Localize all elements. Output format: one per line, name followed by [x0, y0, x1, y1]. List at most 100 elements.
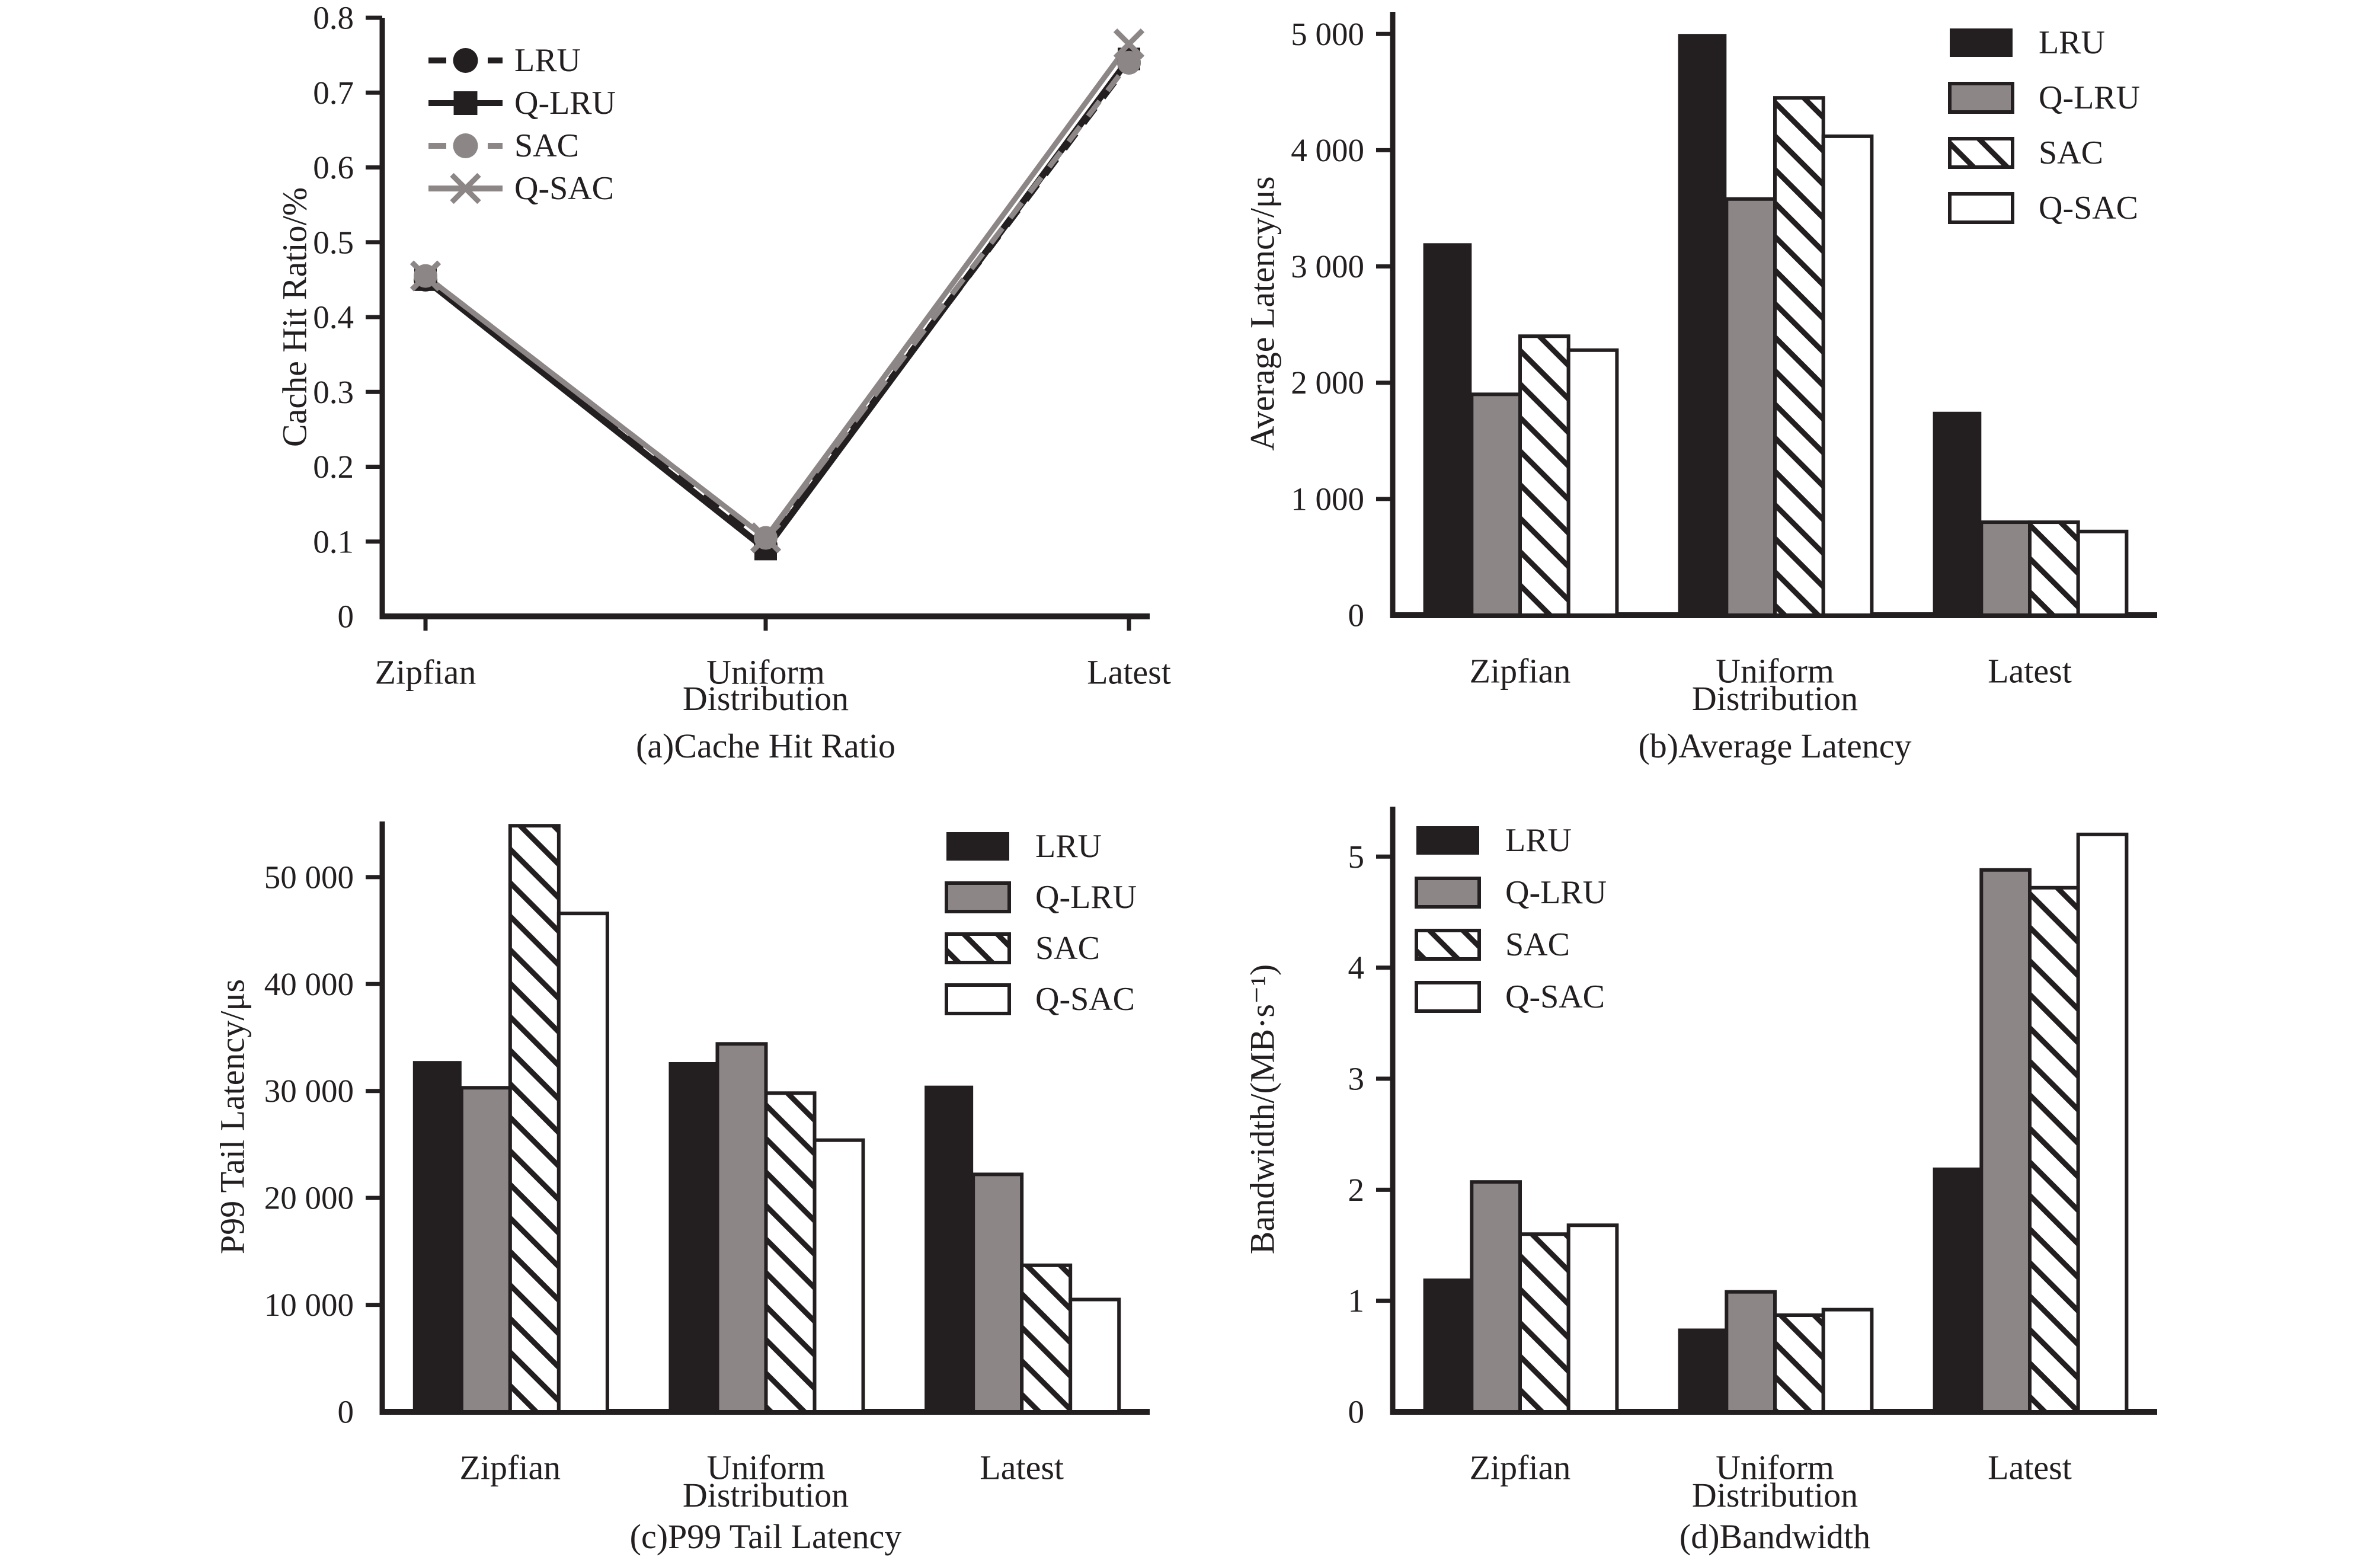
marker-Q-SAC-Zipfian	[410, 260, 442, 292]
legend-label-Q-SAC: Q-SAC	[2039, 190, 2138, 226]
caption-panel-d: (d)Bandwidth	[1679, 1517, 1871, 1556]
y-tick-label: 30 000	[264, 1073, 354, 1109]
bar-Q-SAC-Uniform	[812, 1138, 865, 1414]
xlabel-panel-c: Distribution	[682, 1476, 849, 1514]
bar-Q-LRU-Uniform	[715, 1042, 768, 1414]
bar-Q-LRU-Latest	[971, 1172, 1024, 1414]
bar-Q-SAC-Latest	[1069, 1297, 1121, 1414]
y-tick-label: 0	[1348, 597, 1365, 634]
legend-swatch-SAC	[1948, 137, 2014, 169]
category-label: Latest	[1988, 652, 2072, 690]
bar-SAC-Latest	[2028, 520, 2080, 617]
category-label: Uniform	[1716, 1449, 1834, 1487]
legend-swatch-Q-SAC	[1948, 192, 2014, 224]
legend-swatch-SAC	[1415, 929, 1481, 961]
y-tick-label: 4	[1348, 949, 1365, 986]
y-tick-label: 2	[1348, 1172, 1365, 1208]
xlabel-panel-a: Distribution	[682, 679, 849, 718]
bar-Q-LRU-Uniform	[1725, 1290, 1777, 1414]
bar-SAC-Latest	[2028, 885, 2080, 1414]
category-label: Latest	[980, 1449, 1064, 1487]
y-tick-label: 0.5	[313, 224, 354, 260]
legend-swatch-Q-LRU	[1415, 877, 1481, 909]
y-tick-label: 5 000	[1291, 16, 1364, 52]
bar-LRU-Zipfian	[1423, 243, 1472, 615]
bar-SAC-Zipfian	[1518, 1232, 1570, 1414]
category-label: Latest	[1988, 1449, 2072, 1487]
marker-Q-SAC-Uniform	[750, 522, 782, 554]
legend-label-Q-SAC: Q-SAC	[1505, 979, 1605, 1015]
y-tick-label: 3 000	[1291, 248, 1364, 284]
y-tick-label: 0	[338, 1394, 354, 1430]
panel-a: 0 0.1 0.2 0.3 0.4 0.5 0.6 0.7 0.8 Zipfian Uniform L…	[276, 0, 1171, 692]
bar-LRU-Zipfian	[412, 1061, 462, 1412]
caption-panel-b: (b)Average Latency	[1638, 727, 1912, 765]
y-tick-label: 5	[1348, 839, 1365, 875]
panel-b: 0 1 000 2 000 3 000 4 000 5 000 Zipfian Uniform…	[1243, 12, 2157, 690]
category-label: Uniform	[707, 1449, 826, 1487]
y-tick-label: 0.3	[313, 374, 354, 410]
bar-Q-SAC-Latest	[2076, 832, 2129, 1414]
y-tick-label: 0	[338, 599, 354, 635]
category-label: Latest	[1087, 653, 1171, 692]
legend-label-SAC: SAC	[1505, 926, 1570, 963]
bar-LRU-Uniform	[668, 1062, 718, 1412]
y-tick-label: 50 000	[264, 859, 354, 895]
bar-SAC-Uniform	[1773, 96, 1825, 617]
legend-label-Q-LRU: Q-LRU	[514, 85, 616, 122]
y-axis-label-c: P99 Tail Latency/μs	[213, 979, 252, 1254]
legend-label-Q-LRU: Q-LRU	[2039, 79, 2140, 116]
legend-swatch-Q-LRU	[945, 881, 1011, 913]
bar-Q-SAC-Zipfian	[556, 912, 609, 1414]
y-tick-label: 0.1	[313, 523, 354, 560]
legend-label-Q-SAC: Q-SAC	[514, 170, 614, 207]
category-label: Zipfian	[375, 653, 476, 692]
bar-Q-LRU-Uniform	[1725, 197, 1777, 617]
y-tick-label: 4 000	[1291, 132, 1364, 168]
legend-label-Q-LRU: Q-LRU	[1035, 879, 1137, 916]
y-tick-label: 0	[1348, 1394, 1365, 1430]
bar-LRU-Zipfian	[1423, 1278, 1472, 1412]
caption-panel-a: (a)Cache Hit Ratio	[635, 727, 896, 765]
legend-label-SAC: SAC	[514, 127, 579, 164]
y-axis-label-a: Cache Hit Ratio/%	[276, 187, 314, 447]
legend-label-SAC: SAC	[2039, 135, 2103, 171]
legend-label-LRU: LRU	[1035, 828, 1102, 865]
bar-Q-SAC-Uniform	[1821, 134, 1874, 617]
panel-d: 0 1 2 3 4 5 Zipfian Uniform Latest Bandwidth/(MB·…	[1243, 807, 2157, 1487]
y-tick-label: 0.8	[313, 0, 354, 36]
legend-c: LRU Q-LRU SAC Q-SAC	[945, 828, 1137, 1018]
bar-Q-LRU-Zipfian	[459, 1086, 512, 1414]
legend-swatch-Q-SAC	[945, 983, 1011, 1015]
category-label: Zipfian	[459, 1449, 561, 1487]
bar-SAC-Zipfian	[1518, 334, 1570, 617]
legend-swatch-SAC	[945, 932, 1011, 964]
bar-LRU-Latest	[1933, 411, 1982, 615]
category-label: Zipfian	[1470, 652, 1571, 690]
legend-label-Q-SAC: Q-SAC	[1035, 981, 1135, 1018]
legend-swatch-LRU	[1950, 28, 2013, 57]
y-tick-label: 3	[1348, 1060, 1365, 1096]
y-tick-label: 0.6	[313, 149, 354, 186]
legend-swatch-Q-SAC	[1415, 981, 1481, 1013]
legend-marker-Q-SAC	[450, 172, 481, 204]
y-tick-label: 2 000	[1291, 365, 1364, 401]
panel-c: 0 10 000 20 000 30 000 40 000 50 000 Zipfian Un…	[213, 821, 1150, 1487]
bar-Q-SAC-Latest	[2076, 529, 2129, 617]
bar-SAC-Latest	[1020, 1263, 1073, 1414]
bar-Q-SAC-Zipfian	[1566, 1223, 1619, 1414]
legend-label-SAC: SAC	[1035, 930, 1100, 967]
legend-b: LRU Q-LRU SAC Q-SAC	[1948, 24, 2140, 226]
bar-Q-LRU-Latest	[1979, 868, 2032, 1414]
y-tick-label: 0.7	[313, 75, 354, 111]
y-tick-label: 10 000	[264, 1287, 354, 1323]
legend-swatch-Q-LRU	[1948, 82, 2014, 114]
bar-Q-LRU-Zipfian	[1470, 392, 1522, 617]
y-tick-label: 40 000	[264, 966, 354, 1002]
bar-LRU-Latest	[925, 1085, 974, 1412]
legend-label-Q-LRU: Q-LRU	[1505, 874, 1607, 911]
y-tick-label: 1 000	[1291, 481, 1364, 517]
caption-panel-c: (c)P99 Tail Latency	[629, 1517, 902, 1556]
